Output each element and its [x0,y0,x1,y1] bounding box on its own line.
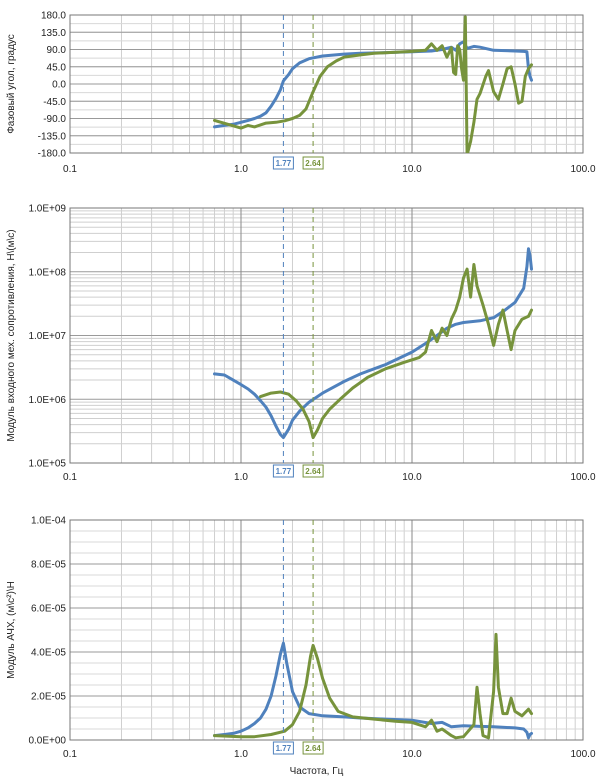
y-tick-label: -135.0 [38,131,67,142]
y-axis-label: Модуль входного мех. сопротивления, H\(м… [6,229,17,441]
x-tick-label: 10.0 [402,164,422,175]
y-tick-label: 45.0 [47,62,67,73]
plot-area [69,519,584,741]
y-tick-label: 1.0E+08 [28,267,66,278]
y-tick-label: 1.0E+07 [28,331,66,342]
marker-label-2: 2.64 [305,159,321,168]
y-tick-label: 0.0E+00 [28,736,66,747]
marker-label-box-2 [302,156,324,170]
y-tick-label: 2.0E-05 [31,692,66,703]
y-tick-label: 4.0E-05 [31,648,66,659]
y-tick-label: -180.0 [38,149,67,160]
y-axis-label: Фазовый угол, градус [6,34,17,134]
marker-label-box-2 [302,464,324,478]
phase-chart: 180.0 135.0 90.0 45.0 0.0 -45.0 -90.0 -135.0 -18… [6,11,596,176]
x-tick-label: 10.0 [402,749,422,760]
x-tick-label: 0.1 [63,472,77,483]
x-axis-label: Частота, Гц [290,766,344,777]
y-axis-label: Модуль АЧХ, (м\с²)\H [6,581,17,679]
grid [69,207,584,464]
marker-label-2: 2.64 [305,467,321,476]
x-tick-label: 100.0 [570,472,595,483]
grid [69,14,584,154]
impedance-chart: 1.0E+09 1.0E+08 1.0E+07 1.0E+06 1.0E+05 0.1 1.… [6,204,596,484]
series-line-2 [213,15,533,153]
y-tick-label: 90.0 [47,45,67,56]
x-tick-label: 100.0 [570,164,595,175]
y-tick-label: 1.0E+05 [28,459,66,470]
y-tick-label: 1.0E-04 [31,516,66,527]
y-tick-label: 6.0E-05 [31,604,66,615]
x-tick-label: 1.0 [234,164,248,175]
y-tick-label: -90.0 [43,114,66,125]
x-tick-label: 1.0 [234,472,248,483]
y-tick-label: 1.0E+09 [28,204,66,215]
frequency-response-chart: 1.0E-04 8.0E-05 6.0E-05 4.0E-05 2.0E-05 0.0E+… [6,516,596,778]
x-tick-label: 100.0 [570,749,595,760]
marker-label-box-1 [272,464,294,478]
y-tick-label: 0.0 [52,80,66,91]
x-tick-label: 0.1 [63,164,77,175]
series-line-1 [213,641,533,740]
y-tick-label: 180.0 [41,11,66,22]
x-tick-label: 10.0 [402,472,422,483]
y-tick-label: -45.0 [43,97,66,108]
grid [69,519,584,741]
series-line-1 [213,247,533,440]
marker-label-1: 1.77 [276,159,292,168]
series-line-2 [259,263,533,440]
series-line-2 [213,632,533,740]
plot-area [69,14,584,154]
marker-label-box-2 [302,741,324,755]
y-tick-label: 8.0E-05 [31,560,66,571]
marker-label-1: 1.77 [276,467,292,476]
marker-label-box-1 [272,156,294,170]
y-tick-label: 1.0E+06 [28,395,66,406]
plot-area [69,207,584,464]
x-tick-label: 1.0 [234,749,248,760]
marker-label-box-1 [272,741,294,755]
marker-label-1: 1.77 [276,744,292,753]
marker-label-2: 2.64 [305,744,321,753]
x-tick-label: 0.1 [63,749,77,760]
y-tick-label: 135.0 [41,28,66,39]
